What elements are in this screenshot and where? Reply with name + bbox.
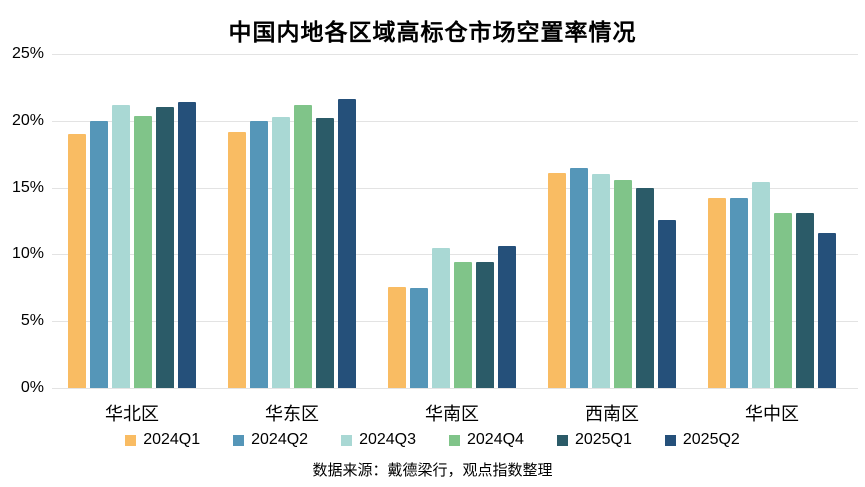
- bar-2024Q2-华中区: [730, 198, 748, 388]
- legend-swatch-icon: [341, 434, 353, 446]
- bar-2024Q1-西南区: [548, 172, 566, 388]
- bar-2024Q3-华东区: [272, 116, 290, 388]
- bar-2024Q2-西南区: [570, 167, 588, 388]
- legend-swatch-icon: [556, 434, 568, 446]
- legend-swatch-icon: [449, 434, 460, 446]
- legend-swatch-icon: [233, 434, 245, 446]
- y-axis-tick-label: 20%: [11, 111, 44, 129]
- bar-2024Q2-华南区: [410, 287, 428, 388]
- bar-2024Q2-华东区: [250, 120, 268, 388]
- bar-2024Q1-华中区: [708, 198, 726, 388]
- bar-2024Q3-西南区: [592, 174, 610, 388]
- x-axis-category-label: 华中区: [745, 404, 799, 424]
- bar-2025Q2-华北区: [178, 102, 196, 388]
- y-axis-tick-label: 0%: [20, 379, 44, 396]
- gridline: [52, 54, 858, 55]
- x-axis-category-label: 华南区: [425, 404, 479, 424]
- legend: 2024Q1 2024Q2 2024Q3 2024Q4 2025Q1 2025Q2: [0, 431, 865, 449]
- bar-2025Q2-西南区: [658, 219, 676, 388]
- bar-2024Q4-华南区: [454, 262, 472, 388]
- bar-2024Q4-华东区: [294, 104, 312, 388]
- legend-item-2025Q1: 2025Q1: [556, 431, 632, 449]
- plot-area: [52, 54, 858, 389]
- bar-2025Q2-华中区: [818, 233, 836, 388]
- legend-item-2025Q2: 2025Q2: [664, 431, 740, 449]
- bar-2024Q4-华北区: [134, 115, 152, 388]
- gridline: [52, 254, 858, 256]
- source-note: 数据来源：戴德梁行，观点指数整理: [312, 462, 553, 479]
- bar-2024Q4-华中区: [774, 213, 792, 388]
- legend-swatch-icon: [125, 434, 137, 446]
- legend-label: 2025Q1: [574, 431, 632, 448]
- chart-title: 中国内地各区域高标仓市场空置率情况: [228, 19, 637, 45]
- bar-2025Q1-华中区: [796, 213, 814, 388]
- bar-2025Q2-华南区: [498, 246, 516, 388]
- legend-label: 2024Q3: [359, 431, 416, 448]
- bar-2025Q2-华东区: [338, 99, 356, 388]
- bar-2024Q3-华北区: [112, 104, 130, 388]
- bar-2024Q2-华北区: [90, 120, 108, 388]
- bar-2025Q1-华东区: [316, 118, 334, 388]
- gridline: [52, 120, 858, 122]
- legend-item-2024Q3: 2024Q3: [341, 431, 416, 449]
- y-axis-tick-label: 10%: [11, 245, 44, 263]
- bar-2025Q1-华南区: [476, 262, 494, 388]
- y-axis-tick-label: 5%: [20, 312, 44, 330]
- y-axis-tick-label: 15%: [11, 178, 44, 196]
- legend-label: 2024Q1: [143, 431, 201, 448]
- bar-2024Q1-华东区: [228, 131, 246, 388]
- legend-label: 2024Q4: [467, 431, 524, 448]
- bar-2024Q3-华中区: [752, 182, 770, 388]
- legend-item-2024Q2: 2024Q2: [233, 431, 308, 449]
- bar-2024Q1-华南区: [388, 286, 406, 388]
- legend-swatch-icon: [664, 434, 676, 446]
- bar-2025Q1-华北区: [156, 107, 174, 388]
- y-axis-tick-label: 25%: [11, 45, 44, 62]
- gridline: [52, 187, 858, 189]
- legend-label: 2024Q2: [251, 431, 309, 448]
- bar-2024Q1-华北区: [68, 134, 86, 388]
- legend-item-2024Q1: 2024Q1: [125, 431, 200, 449]
- gridline: [52, 388, 858, 389]
- x-axis-category-label: 华东区: [265, 404, 319, 424]
- legend-item-2024Q4: 2024Q4: [449, 431, 524, 449]
- bar-2025Q1-西南区: [636, 187, 654, 388]
- bar-2024Q4-西南区: [614, 179, 632, 388]
- x-axis-category-label: 西南区: [585, 404, 639, 424]
- bar-2024Q3-华南区: [432, 247, 450, 388]
- legend-label: 2025Q2: [682, 431, 740, 448]
- x-axis-category-label: 华北区: [105, 404, 159, 424]
